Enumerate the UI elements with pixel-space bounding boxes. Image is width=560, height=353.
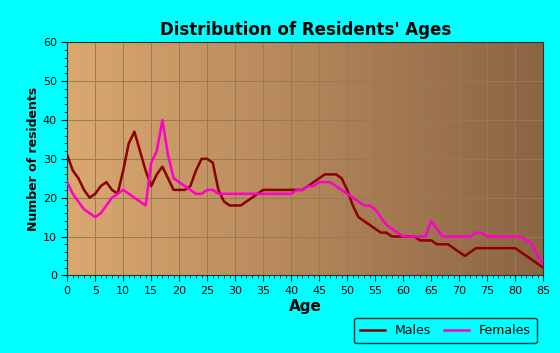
Males [75,176,82,180]
Males [473,246,479,250]
Females [473,231,479,235]
Females [75,199,82,204]
Females [540,262,547,266]
Females [433,227,440,231]
Females [114,192,121,196]
Females [64,180,71,184]
Title: Distribution of Residents' Ages: Distribution of Residents' Ages [160,22,451,40]
Males [299,188,306,192]
Males [433,242,440,246]
Males [114,192,121,196]
Females [159,118,166,122]
Males [64,153,71,157]
Males [131,130,138,134]
Females [299,188,306,192]
Y-axis label: Number of residents: Number of residents [27,87,40,231]
Males [86,196,93,200]
Legend: Males, Females: Males, Females [354,318,537,343]
Line: Males: Males [67,132,543,268]
Line: Females: Females [67,120,543,264]
Females [86,211,93,215]
Males [540,265,547,270]
X-axis label: Age: Age [289,299,321,313]
